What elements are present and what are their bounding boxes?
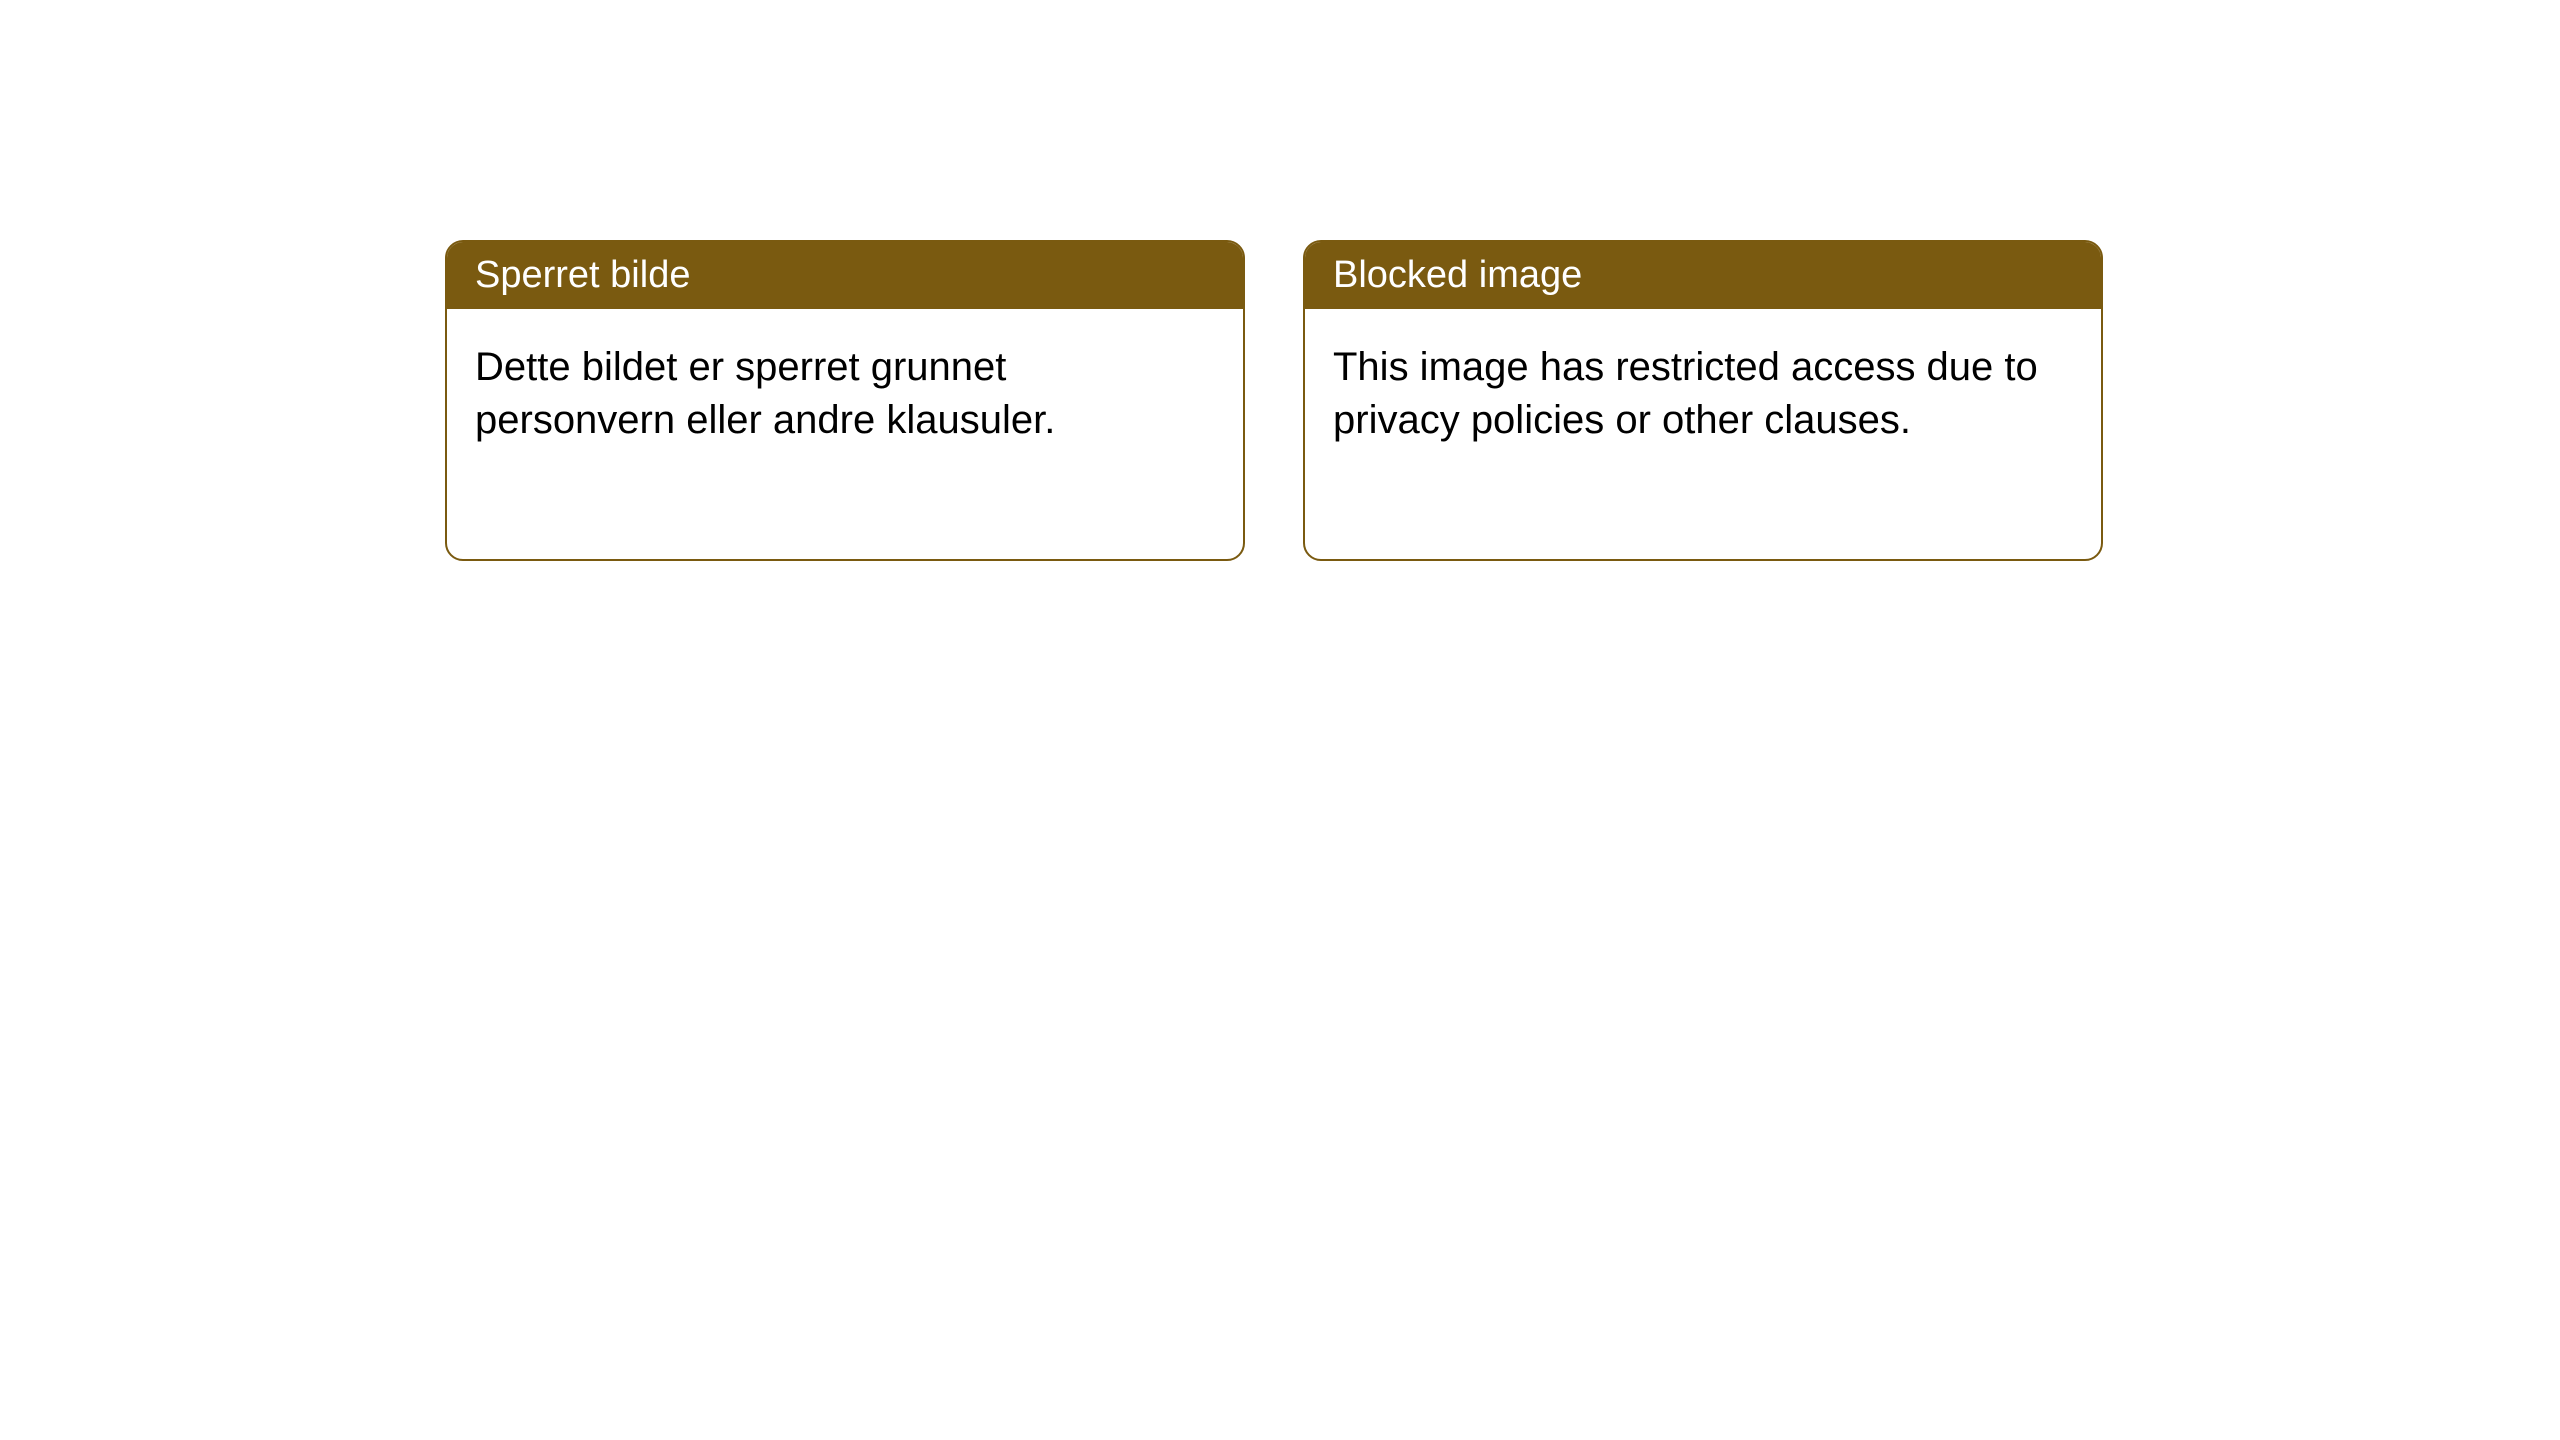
card-header-english: Blocked image — [1305, 242, 2101, 309]
card-header-norwegian: Sperret bilde — [447, 242, 1243, 309]
blocked-image-card-norwegian: Sperret bilde Dette bildet er sperret gr… — [445, 240, 1245, 561]
blocked-image-cards-container: Sperret bilde Dette bildet er sperret gr… — [445, 240, 2103, 561]
card-body-norwegian: Dette bildet er sperret grunnet personve… — [447, 309, 1243, 559]
blocked-image-card-english: Blocked image This image has restricted … — [1303, 240, 2103, 561]
card-body-english: This image has restricted access due to … — [1305, 309, 2101, 559]
